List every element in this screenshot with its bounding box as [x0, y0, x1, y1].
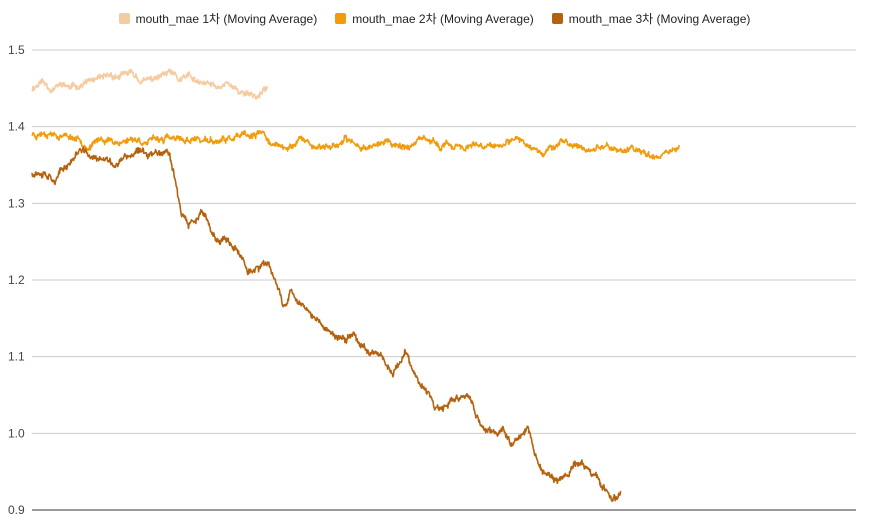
- y-tick-label: 0.9: [8, 503, 25, 517]
- legend-swatch-series-1: [118, 13, 130, 24]
- y-tick-label: 1.5: [8, 43, 25, 57]
- y-tick-label: 1.3: [8, 196, 25, 210]
- y-axis-ticks: 0.9 1.0 1.1 1.2 1.3 1.4 1.5: [8, 43, 25, 517]
- y-tick-label: 1.1: [8, 350, 25, 364]
- gridlines: [32, 49, 856, 511]
- legend-swatch-series-3: [551, 13, 563, 24]
- series-line-2[interactable]: [31, 130, 681, 160]
- legend-item-series-1[interactable]: mouth_mae 1차 (Moving Average): [118, 10, 318, 27]
- series-line-1[interactable]: [31, 68, 269, 100]
- legend-swatch-series-2: [335, 13, 347, 24]
- series-lines: [31, 68, 681, 503]
- y-tick-label: 1.2: [8, 273, 25, 287]
- chart-legend: mouth_mae 1차 (Moving Average) mouth_mae …: [0, 10, 869, 27]
- legend-label-series-2: mouth_mae 2차 (Moving Average): [352, 12, 534, 26]
- y-tick-label: 1.0: [8, 426, 25, 440]
- legend-item-series-2[interactable]: mouth_mae 2차 (Moving Average): [335, 10, 534, 27]
- y-tick-label: 1.4: [8, 120, 25, 134]
- legend-label-series-3: mouth_mae 3차 (Moving Average): [568, 12, 751, 26]
- legend-label-series-1: mouth_mae 1차 (Moving Average): [135, 12, 318, 26]
- legend-item-series-3[interactable]: mouth_mae 3차 (Moving Average): [551, 10, 751, 27]
- series-line-3[interactable]: [31, 146, 622, 503]
